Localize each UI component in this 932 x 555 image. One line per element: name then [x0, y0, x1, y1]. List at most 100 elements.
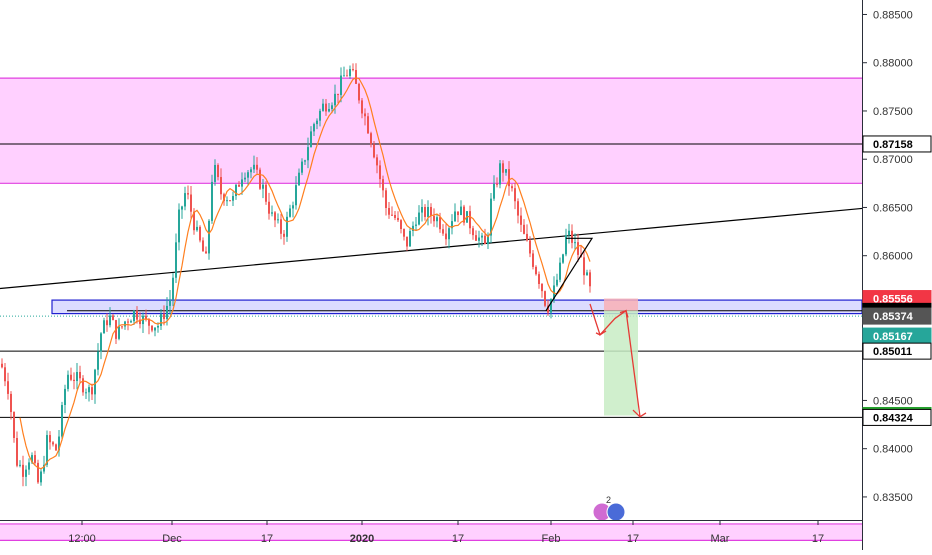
candle [571, 224, 573, 249]
candle [118, 318, 120, 341]
candle-body [445, 233, 447, 240]
candle [244, 172, 246, 183]
arrow-head [619, 309, 629, 318]
price-label-box [862, 342, 932, 360]
price-label-box [862, 408, 932, 426]
candle-body [553, 285, 555, 299]
candle [298, 168, 300, 186]
candle-body [136, 310, 138, 320]
candle [526, 224, 528, 242]
price-label: 0.85374 [862, 307, 932, 325]
zones [0, 77, 862, 541]
moving-average [19, 77, 591, 470]
candle [70, 367, 72, 382]
candle-body [130, 321, 132, 323]
candle-body [436, 217, 438, 222]
candle [517, 198, 519, 224]
candle [172, 272, 174, 307]
candle [256, 157, 258, 174]
candle-body [433, 216, 435, 222]
candle-body [103, 320, 105, 334]
candle [340, 67, 342, 103]
candle [226, 196, 228, 206]
candle [238, 181, 240, 187]
candle-body [244, 177, 246, 180]
candle [409, 227, 411, 247]
candle-body [313, 124, 315, 132]
candle [262, 179, 264, 199]
candle [130, 319, 132, 323]
candle-body [499, 163, 501, 185]
price-label-box [862, 135, 932, 153]
candle-body [538, 274, 540, 284]
candle [373, 141, 375, 159]
resistance-zone [0, 523, 862, 541]
candle [556, 273, 558, 287]
candle-body [199, 226, 201, 241]
candle-body [349, 69, 351, 76]
candle-body [265, 184, 267, 202]
price-tick-label: 0.87000 [873, 154, 913, 166]
candle-body [484, 235, 486, 245]
candle-body [529, 240, 531, 254]
candle-body [523, 224, 525, 234]
price-label: 0.84324 [862, 408, 932, 426]
candle [499, 160, 501, 189]
candle [346, 69, 348, 77]
candle-body [337, 93, 339, 95]
price-tick-label: 0.84000 [873, 444, 913, 456]
time-tick-label: 12:00 [68, 533, 96, 545]
candle [85, 388, 87, 399]
event-flags: 2 [592, 495, 626, 522]
candle-body [220, 177, 222, 195]
candle [16, 431, 18, 468]
candle-body [379, 165, 381, 180]
candle [541, 282, 543, 298]
candle-body [172, 277, 174, 300]
price-label-text: 0.85374 [873, 311, 914, 323]
price-axis[interactable]: 0.88500 0.88000 0.87500 0.87000 0.86500 0.860… [862, 0, 913, 550]
candle [64, 384, 66, 414]
candle-body [367, 116, 369, 134]
time-axis[interactable]: 12:00 Dec 17 2020 17 Feb 17 Mar 17 [0, 520, 862, 545]
candle [496, 177, 498, 188]
candle [454, 203, 456, 223]
candle-body [166, 305, 168, 319]
price-label-text: 0.85011 [873, 346, 912, 358]
candle-body [562, 254, 564, 263]
price-tick-label: 0.86500 [873, 202, 913, 214]
candle-body [79, 371, 81, 379]
candle-body [124, 321, 126, 327]
candle-body [160, 314, 162, 326]
candle [343, 66, 345, 77]
candle [253, 155, 255, 174]
time-tick-label: 2020 [350, 533, 374, 545]
candle-body [169, 299, 171, 306]
trendlines [0, 207, 863, 290]
candle-body [16, 437, 18, 466]
price-label-text: 0.85556 [873, 294, 913, 306]
price-label-text: 0.87158 [873, 139, 913, 151]
candle-body [307, 147, 309, 161]
candle [364, 108, 366, 126]
candle-body [502, 163, 504, 173]
candle [406, 236, 408, 251]
candle [511, 184, 513, 192]
candle [283, 230, 285, 245]
candle [388, 202, 390, 219]
candle [1, 358, 3, 369]
candle-body [34, 455, 36, 463]
candle [280, 213, 282, 240]
candle-body [463, 206, 465, 223]
candle-body [241, 179, 243, 187]
candle [202, 237, 204, 252]
candle-body [547, 305, 549, 313]
candle-body [331, 105, 333, 109]
candle-body [583, 257, 585, 276]
candle [355, 63, 357, 85]
price-tick-label: 0.87500 [873, 106, 913, 118]
candle-body [70, 374, 72, 380]
candle [421, 199, 423, 222]
